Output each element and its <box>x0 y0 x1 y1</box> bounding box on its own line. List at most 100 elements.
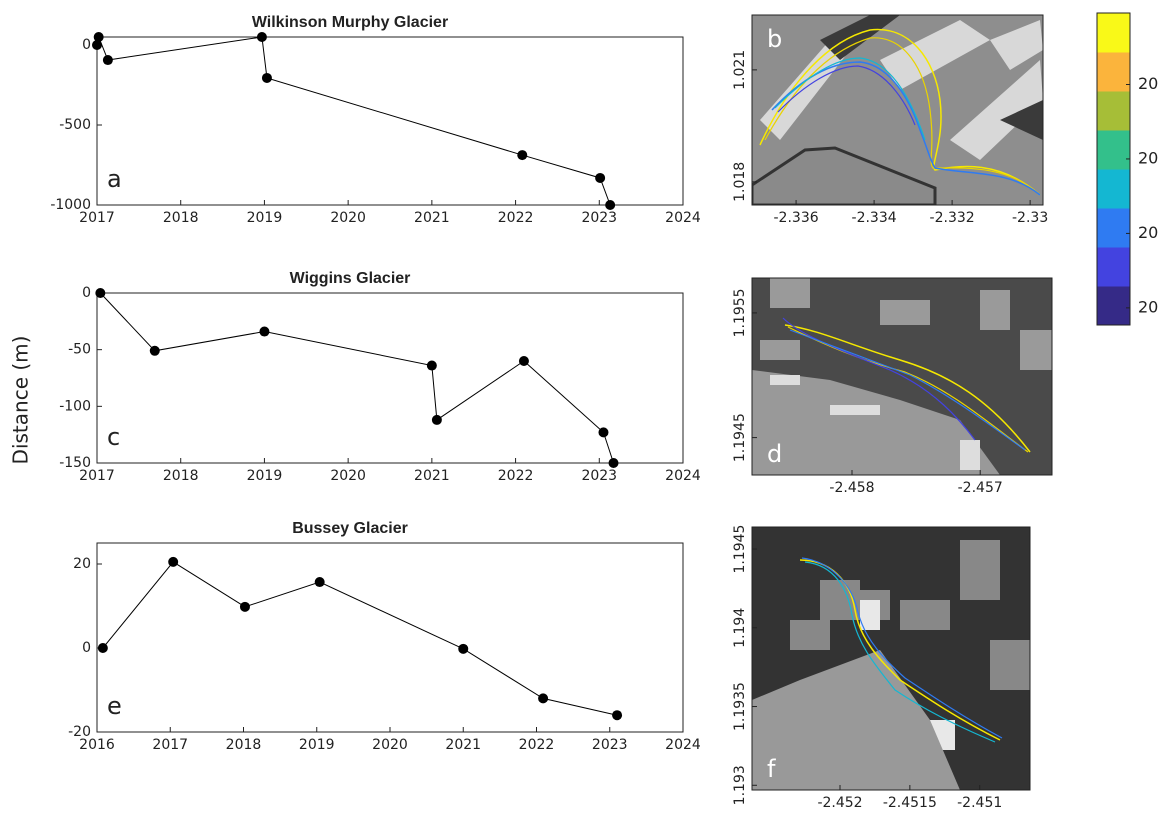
y-tick-label: 1.1935 <box>732 682 748 731</box>
data-point <box>262 73 272 83</box>
colorbar-segment <box>1097 247 1130 287</box>
x-tick-label: -2.451 <box>957 795 1002 811</box>
x-tick-label: 2020 <box>330 210 366 226</box>
data-point <box>538 693 548 703</box>
colorbar-tick-label: 2016 <box>1138 297 1158 316</box>
colorbar-tick-label: 2022 <box>1138 74 1158 93</box>
x-tick-label: 2020 <box>330 468 366 484</box>
panel-label: a <box>107 165 122 193</box>
data-point <box>427 361 437 371</box>
x-tick-label: 2023 <box>592 737 628 753</box>
map-image <box>752 278 1052 475</box>
colorbar-segment <box>1097 169 1130 209</box>
x-tick-label: 2021 <box>414 468 450 484</box>
x-tick-label: 2024 <box>665 468 701 484</box>
y-tick-label: -150 <box>59 455 91 471</box>
x-tick-label: 2024 <box>665 737 701 753</box>
y-tick-label: -1000 <box>50 197 91 213</box>
y-tick-label: 1.021 <box>732 50 748 90</box>
x-tick-label: 2017 <box>152 737 188 753</box>
panel-label: b <box>767 25 782 53</box>
y-tick-label: 1.1955 <box>732 288 748 337</box>
x-tick-label: -2.452 <box>817 795 862 811</box>
data-point <box>458 644 468 654</box>
map-image <box>752 527 1030 790</box>
y-tick-label: 1.1945 <box>732 413 748 462</box>
x-tick-label: -2.33 <box>1012 210 1048 226</box>
x-tick-label: -2.458 <box>829 480 874 496</box>
x-tick-label: -2.457 <box>958 480 1003 496</box>
y-tick-label: 0 <box>82 37 91 53</box>
x-tick-label: 2022 <box>519 737 555 753</box>
x-tick-label: 2023 <box>581 210 617 226</box>
y-tick-label: 1.018 <box>732 162 748 202</box>
data-point <box>168 557 178 567</box>
x-tick-label: 2018 <box>226 737 262 753</box>
data-point <box>259 327 269 337</box>
x-tick-label: -2.332 <box>930 210 975 226</box>
data-point <box>257 32 267 42</box>
data-point <box>598 427 608 437</box>
x-tick-label: 2019 <box>247 468 283 484</box>
data-point <box>595 173 605 183</box>
colorbar-tick-label: 2018 <box>1138 223 1158 242</box>
plot-frame <box>97 37 683 205</box>
panel-label: f <box>767 755 776 783</box>
panel-label: d <box>767 440 782 468</box>
data-point <box>95 288 105 298</box>
data-line <box>103 562 617 715</box>
x-tick-label: 2021 <box>414 210 450 226</box>
colorbar-segment <box>1097 286 1130 326</box>
x-tick-label: 2020 <box>372 737 408 753</box>
plot-frame <box>97 293 683 463</box>
y-tick-label: -20 <box>68 724 91 740</box>
colorbar-segment <box>1097 13 1130 53</box>
x-tick-label: 2018 <box>163 468 199 484</box>
data-point <box>98 643 108 653</box>
data-point <box>94 32 104 42</box>
colorbar-segment <box>1097 130 1130 170</box>
x-tick-label: 2022 <box>498 210 534 226</box>
data-point <box>519 356 529 366</box>
data-line <box>97 37 610 205</box>
data-point <box>240 602 250 612</box>
x-tick-label: 2019 <box>247 210 283 226</box>
panel-label: c <box>107 423 120 451</box>
colorbar-segment <box>1097 91 1130 131</box>
y-tick-label: 0 <box>82 285 91 301</box>
figure: Distance (m) 2017 2018 2019 2020 2021 2022 202… <box>0 0 1158 825</box>
y-tick-label: 1.194 <box>732 608 748 648</box>
x-tick-label: 2019 <box>299 737 335 753</box>
colorbar-tick-label: 2020 <box>1138 148 1158 167</box>
data-point <box>432 415 442 425</box>
panel-label: e <box>107 692 122 720</box>
colorbar-segment <box>1097 52 1130 92</box>
x-tick-label: -2.4515 <box>883 795 937 811</box>
data-point <box>605 200 615 210</box>
x-tick-label: 2024 <box>665 210 701 226</box>
data-point <box>150 346 160 356</box>
x-tick-label: -2.336 <box>774 210 819 226</box>
plot-frame <box>97 543 683 732</box>
x-tick-label: 2018 <box>163 210 199 226</box>
y-tick-label: -500 <box>59 117 91 133</box>
x-tick-label: 2022 <box>498 468 534 484</box>
colorbar-segment <box>1097 208 1130 248</box>
x-tick-label: 2021 <box>445 737 481 753</box>
data-point <box>315 577 325 587</box>
y-tick-label: 1.193 <box>732 765 748 805</box>
data-point <box>103 55 113 65</box>
data-point <box>609 458 619 468</box>
y-tick-label: -50 <box>68 342 91 358</box>
x-tick-label: -2.334 <box>852 210 897 226</box>
chart-title: Wiggins Glacier <box>290 270 411 287</box>
chart-title: Bussey Glacier <box>292 520 408 537</box>
y-axis-label: Distance (m) <box>9 336 33 465</box>
data-point <box>517 150 527 160</box>
y-tick-label: 1.1945 <box>732 525 748 574</box>
y-tick-label: 0 <box>82 640 91 656</box>
x-tick-label: 2023 <box>581 468 617 484</box>
y-tick-label: -100 <box>59 398 91 414</box>
data-point <box>612 710 622 720</box>
data-line <box>100 293 613 463</box>
